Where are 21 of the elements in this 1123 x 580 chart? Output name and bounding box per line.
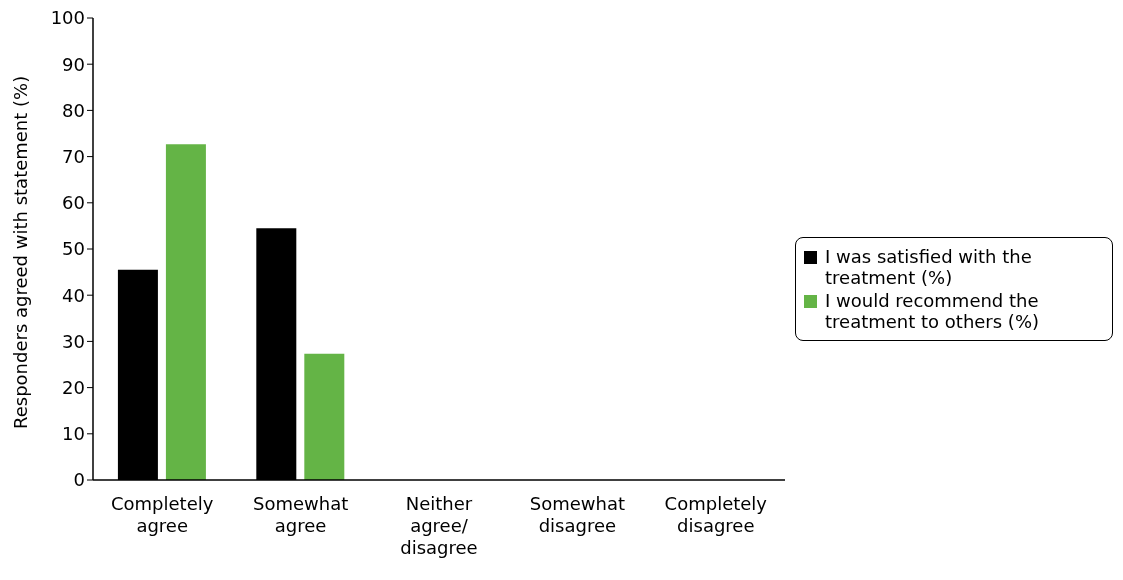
y-tick-label: 90 (62, 53, 85, 75)
y-axis-title: Responders agreed with statement (%) (10, 75, 32, 429)
y-tick-label: 50 (62, 238, 85, 260)
y-tick-label: 20 (62, 376, 85, 398)
y-tick-label: 40 (62, 284, 85, 306)
y-tick-label: 70 (62, 145, 85, 167)
x-tick-label: Somewhat disagree (529, 493, 626, 536)
x-tick-label: Neither agree/disagree (400, 493, 478, 558)
x-tick-label: Completely agree (111, 493, 214, 536)
y-tick-label: 100 (50, 7, 85, 29)
bar (165, 144, 206, 480)
y-tick-label: 0 (73, 469, 85, 491)
legend-label: I would recommend the treatment to others (%) (825, 290, 1040, 332)
y-tick-label: 80 (62, 99, 85, 121)
x-tick-label: Completely disagree (664, 493, 768, 536)
bar (304, 353, 345, 480)
legend-label: I was satisfied with the treatment (%) (825, 246, 1033, 288)
y-tick-label: 30 (62, 330, 85, 352)
x-tick-label: Somewhat agree (252, 493, 349, 536)
y-tick-label: 10 (62, 423, 85, 445)
y-tick-label: 60 (62, 192, 85, 214)
